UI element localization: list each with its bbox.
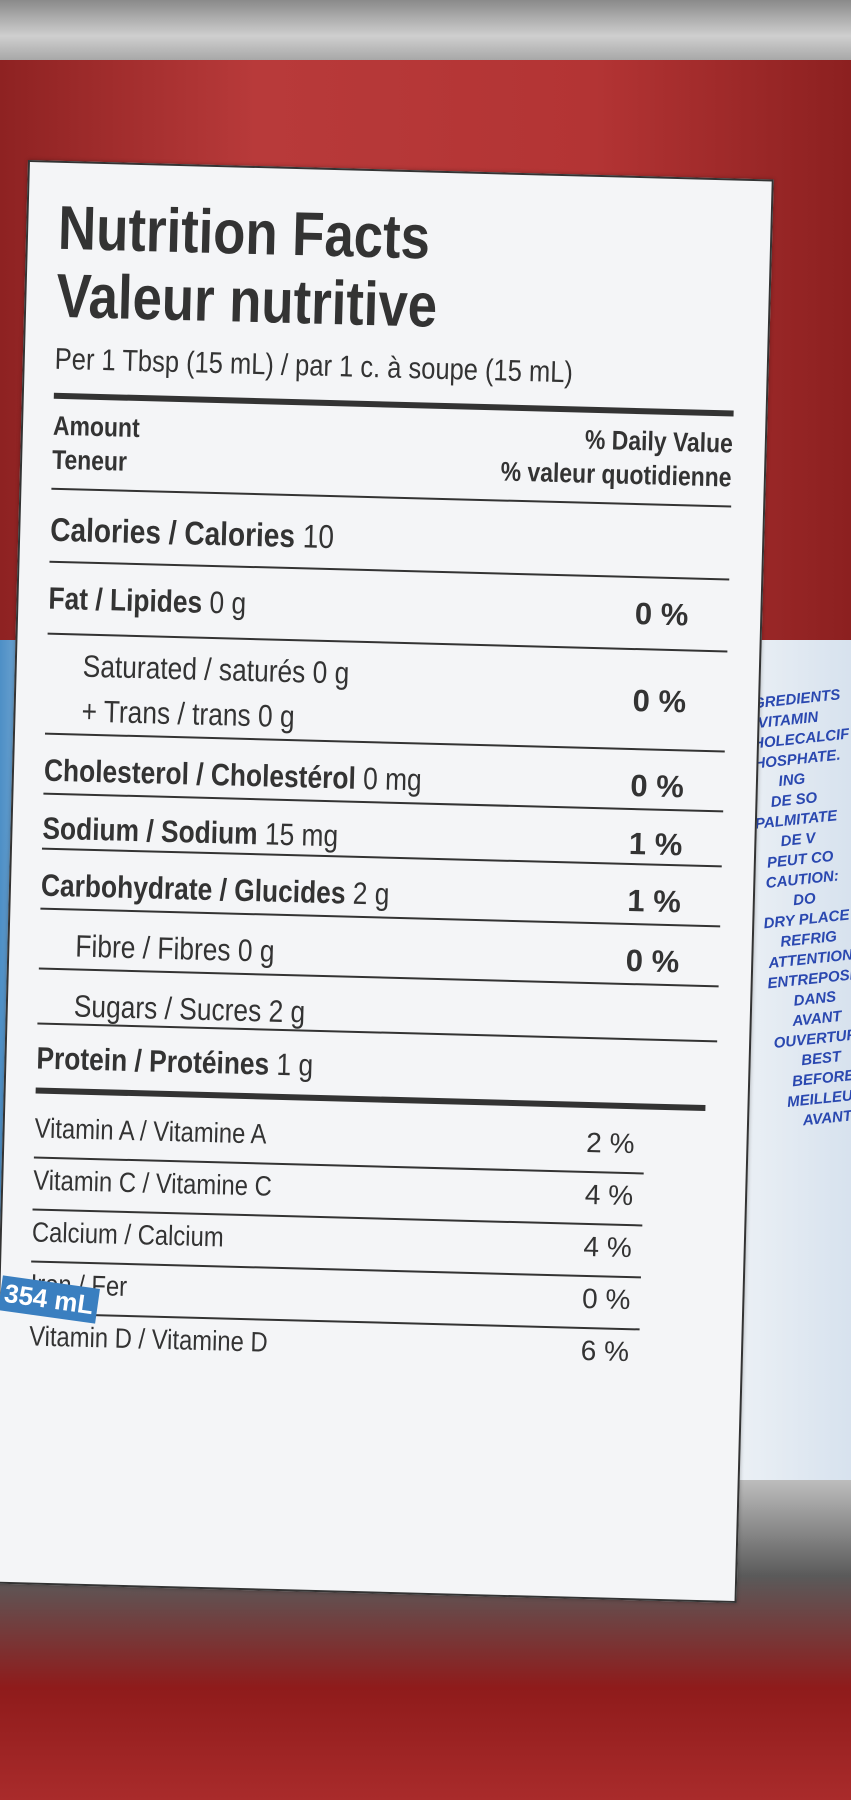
nutrient-amount: 15 mg [264,816,339,854]
rule [38,967,719,988]
dv-en: % Daily Value [584,424,734,459]
nutrient-dv: 1 % [626,882,682,920]
nutrient-dv: 0 % [629,767,685,805]
nutrient-row: Sodium / Sodium 15 mg [42,811,339,855]
nutrient-row: Saturated / saturés 0 g [82,649,349,692]
nutrient-amount: 0 g [237,932,276,969]
nutrient-row: Protein / Protéines 1 g [36,1041,314,1084]
nutrient-name: Protein / Protéines [36,1040,270,1082]
nutrient-amount: 0 g [312,654,350,691]
nutrient-name: Fibre / Fibres [74,928,232,968]
nutrient-amount: 0 g [257,698,296,735]
nutrient-amount: 0 mg [362,760,423,798]
nutrient-row: Fibre / Fibres 0 g [75,929,275,970]
rule [35,1087,706,1112]
calories-label: Calories / Calories [49,510,296,555]
nutrient-dv: 0 % [632,683,687,720]
rule [44,732,725,753]
dv-fr: % valeur quotidienne [500,456,733,493]
nutrient-row: Cholesterol / Cholestérol 0 mg [44,753,423,799]
nutrient-name: + Trans / trans [81,693,252,734]
nutrient-name: Carbohydrate / Glucides [40,867,346,911]
vitamin-dv: 2 % [585,1126,635,1160]
rule [49,560,730,581]
nutrient-amount: 1 g [276,1046,314,1083]
nutrient-amount: 2 g [352,875,390,912]
nutrient-row-trans: + Trans / trans 0 g [81,694,295,736]
nutrient-name: Sugars / Sucres [73,988,262,1029]
nutrient-name: Saturated / saturés [82,648,306,690]
calories-row: Calories / Calories 10 [50,511,335,556]
nutrient-row: Fat / Lipides 0 g [48,581,247,622]
amount-en: Amount [52,410,141,444]
vitamin-name: Vitamin A / Vitamine A [34,1112,267,1150]
nutrient-amount: 0 g [209,584,247,621]
nutrient-name: Fat / Lipides [48,580,203,620]
rule [53,392,734,417]
vitamin-name: Calcium / Calcium [31,1216,225,1253]
vitamin-dv: 0 % [581,1282,631,1316]
calories-value: 10 [302,517,335,556]
rule [41,847,722,868]
nutrient-row: Carbohydrate / Glucides 2 g [41,868,390,913]
title-fr: Valeur nutritive [55,261,438,341]
vitamin-dv: 4 % [584,1178,634,1212]
nutrient-amount: 2 g [268,993,306,1030]
nutrient-dv: 0 % [634,596,689,633]
nutrient-row: Sugars / Sucres 2 g [73,988,305,1030]
vitamin-row: Vitamin A / Vitamine A [34,1113,267,1151]
vitamin-dv: 6 % [580,1334,630,1368]
amount-fr: Teneur [51,444,128,477]
vitamin-dv: 4 % [583,1230,633,1264]
vitamin-name: Vitamin D / Vitamine D [28,1320,269,1358]
nutrient-dv: 0 % [625,942,680,980]
nutrient-dv: 1 % [628,825,683,863]
nutrient-name: Sodium / Sodium [42,810,259,852]
vitamin-row: Vitamin D / Vitamine D [29,1320,268,1358]
nutrition-facts-label: Nutrition Facts Valeur nutritive Per 1 T… [0,160,774,1604]
serving-size: Per 1 Tbsp (15 mL) / par 1 c. à soupe (1… [54,342,574,390]
vitamin-row: Vitamin C / Vitamine C [33,1164,272,1202]
nutrient-name: Cholesterol / Cholestérol [43,752,357,796]
side-text-line: MEILLEUR AVANT [786,1086,851,1130]
vitamin-name: Vitamin C / Vitamine C [32,1164,273,1202]
vitamin-row: Calcium / Calcium [32,1216,225,1253]
